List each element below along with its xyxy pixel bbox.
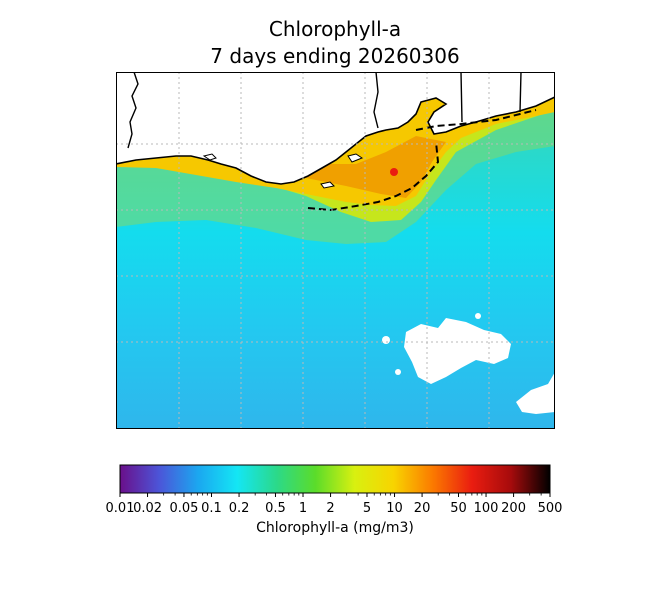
colorbar-tick-label: 10 — [386, 501, 403, 516]
chlorophyll-map — [116, 72, 555, 429]
colorbar-tick-label: 0.01 — [106, 501, 135, 516]
colorbar-tick-label: 500 — [538, 501, 563, 516]
colorbar-ticks: 0.010.02 0.05 0.1 0.2 0.5 1 2 5 10 20 50 100 200 500 — [106, 493, 563, 516]
colorbar-tick-label: 0.02 — [133, 501, 162, 516]
colorbar-tick-label: 0.2 — [229, 501, 250, 516]
state-border — [127, 72, 522, 149]
bloom-hotspot — [390, 168, 398, 176]
graticule — [116, 72, 555, 429]
colorbar-tick-label: 0.1 — [201, 501, 222, 516]
colorbar-tick-label: 2 — [326, 501, 334, 516]
colorbar-tick-label: 1 — [299, 501, 307, 516]
colorbar: 0.010.02 0.05 0.1 0.2 0.5 1 2 5 10 20 50 100 200 500 … — [106, 464, 563, 536]
cloud-gaps — [382, 313, 555, 414]
colorbar-tick-label: 0.05 — [169, 501, 198, 516]
colorbar-tick-label: 200 — [501, 501, 526, 516]
colorbar-label: Chlorophyll-a (mg/m3) — [256, 520, 414, 536]
bloom-core — [231, 136, 446, 198]
land-area — [116, 72, 555, 184]
colorbar-tick-label: 100 — [474, 501, 499, 516]
chart-subtitle: 7 days ending 20260306 — [210, 44, 460, 68]
map-frame — [116, 72, 555, 429]
coastal-boundary-dashed — [307, 109, 537, 212]
colorbar-tick-label: 20 — [414, 501, 431, 516]
barrier-islands — [202, 153, 364, 189]
colorbar-tick-label: 50 — [450, 501, 467, 516]
colorbar-gradient — [119, 464, 551, 494]
coastline — [116, 96, 555, 185]
colorbar-tick-label: 0.5 — [265, 501, 286, 516]
colorbar-tick-label: 5 — [363, 501, 371, 516]
chart-title: Chlorophyll-a — [268, 17, 402, 41]
